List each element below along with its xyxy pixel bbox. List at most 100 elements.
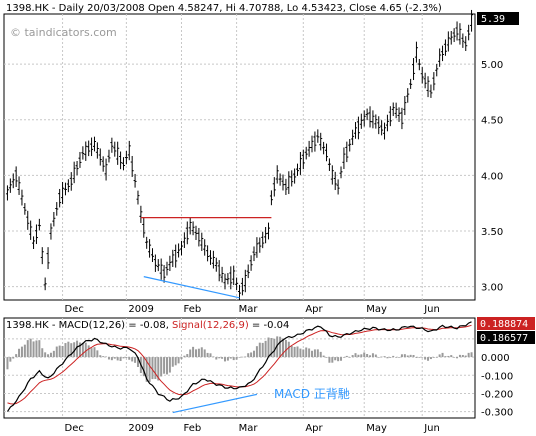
price-bar: [40, 247, 44, 265]
macd-histogram-bar: [148, 357, 151, 382]
price-bar: [95, 142, 99, 159]
price-bar: [66, 179, 70, 193]
price-bar: [441, 45, 445, 62]
macd-header: 1398.HK - MACD(12,26) = -0.08, Signal(12…: [6, 320, 289, 331]
macd-histogram-bar: [81, 342, 84, 358]
macd-histogram-bar: [171, 357, 174, 367]
macd-histogram-bar: [261, 342, 264, 358]
macd-histogram-bar: [157, 357, 160, 381]
price-bar: [342, 147, 346, 169]
price-bar: [142, 217, 146, 238]
price-bar: [446, 31, 450, 52]
price-bar: [58, 188, 62, 208]
price-bar: [171, 249, 175, 267]
price-bar: [325, 143, 329, 162]
macd-histogram-bar: [308, 348, 311, 358]
price-bar: [119, 151, 123, 170]
price-bar: [246, 264, 250, 279]
macd-histogram-bar: [70, 343, 73, 358]
price-bar: [330, 165, 334, 185]
macd-histogram-bar: [163, 357, 166, 374]
macd-histogram-bar: [279, 336, 282, 358]
macd-line: [6, 321, 472, 412]
macd-histogram-bar: [29, 338, 32, 358]
macd-histogram-bar: [12, 357, 15, 359]
macd-histogram-bar: [267, 337, 270, 358]
macd-y-tick: -0.200: [481, 389, 513, 400]
macd-x-tick: Feb: [183, 423, 201, 434]
macd-histogram-bar: [206, 352, 209, 358]
price-bar: [391, 102, 395, 117]
macd-histogram-bar: [357, 354, 360, 358]
price-bar: [203, 239, 207, 256]
price-y-tick: 4.00: [481, 171, 503, 182]
price-bar: [11, 173, 15, 189]
macd-histogram-bar: [200, 347, 203, 358]
macd-histogram-bar: [229, 357, 232, 359]
macd-histogram-bar: [363, 352, 366, 358]
price-bar: [136, 190, 140, 205]
macd-histogram-bar: [113, 357, 116, 359]
macd-histogram-bar: [293, 346, 296, 358]
price-y-tick: 3.50: [481, 227, 503, 238]
macd-histogram-bar: [165, 357, 168, 375]
macd-histogram-bar: [232, 357, 235, 361]
macd-histogram-bar: [238, 357, 241, 358]
macd-histogram-bar: [444, 356, 447, 358]
macd-histogram-bar: [136, 357, 139, 367]
macd-y-tick: 0.000: [481, 353, 510, 364]
macd-histogram-bar: [331, 357, 334, 363]
price-bar: [409, 78, 413, 89]
macd-histogram-bar: [119, 357, 122, 362]
price-panel: [3, 13, 476, 301]
macd-histogram-bar: [61, 345, 64, 358]
macd-histogram-bar: [38, 340, 41, 358]
macd-y-axis: 0.1000.000-0.100-0.200-0.300: [481, 335, 513, 419]
macd-histogram-bar: [78, 342, 81, 358]
watermark: © taindicators.com: [10, 26, 117, 39]
price-bar: [223, 273, 227, 290]
macd-histogram-bar: [107, 357, 110, 360]
macd-histogram-bar: [374, 354, 377, 358]
price-bar: [179, 240, 183, 256]
price-bar: [354, 122, 358, 139]
price-bar: [449, 31, 453, 45]
macd-histogram-bar: [464, 355, 467, 358]
macd-histogram-bar: [209, 353, 212, 358]
macd-histogram-bar: [203, 349, 206, 358]
price-bar: [296, 163, 300, 176]
macd-histogram-bar: [470, 352, 473, 358]
price-bar: [365, 108, 369, 121]
price-bar: [208, 250, 212, 265]
macd-histogram-bar: [151, 357, 154, 380]
price-bar: [156, 259, 160, 272]
price-bar: [255, 237, 259, 258]
macd-histogram-bar: [360, 354, 363, 358]
macd-histogram-bar: [20, 346, 23, 358]
macd-histogram-bar: [438, 354, 441, 358]
macd-histogram-bar: [186, 354, 189, 358]
price-bar: [52, 212, 56, 227]
price-bar: [327, 158, 331, 171]
macd-annotation: MACD 正背馳: [274, 386, 350, 401]
macd-histogram-bar: [235, 357, 238, 360]
price-bar: [443, 39, 447, 56]
price-bar: [5, 185, 9, 201]
macd-histogram-bar: [337, 357, 340, 362]
macd-histogram-bar: [461, 354, 464, 358]
macd-histogram-bar: [313, 349, 316, 358]
macd-histogram-bar: [192, 346, 195, 358]
price-bar: [380, 120, 384, 136]
price-bar: [133, 173, 137, 188]
price-bar: [101, 156, 105, 172]
macd-histogram-bar: [311, 350, 314, 358]
macd-histogram-bar: [447, 355, 450, 358]
macd-histogram-bar: [116, 357, 119, 361]
macd-histogram-bar: [6, 357, 9, 370]
macd-histogram-bar: [110, 357, 113, 361]
macd-histogram-bar: [76, 340, 79, 358]
price-bar: [278, 173, 282, 186]
price-x-tick: Jun: [423, 304, 440, 315]
price-bar: [249, 255, 253, 271]
